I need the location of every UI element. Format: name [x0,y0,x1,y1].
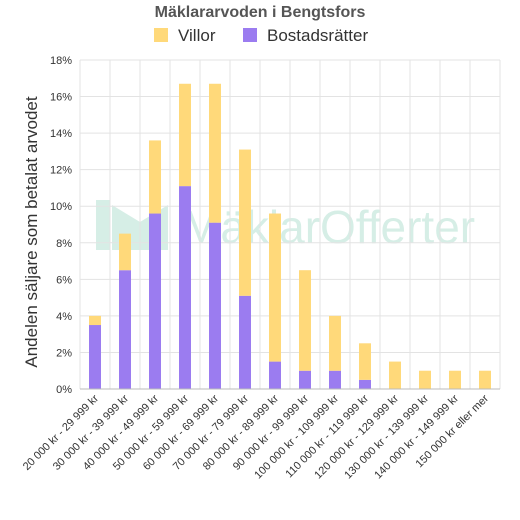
bar-bostadsr-tter[interactable] [359,379,371,389]
y-tick-label: 16% [50,92,72,104]
y-tick-label: 14% [50,128,72,140]
bar-bostadsr-tter[interactable] [299,370,311,389]
y-tick-label: 2% [56,347,72,359]
bar-bostadsr-tter[interactable] [119,270,131,389]
bar-bostadsr-tter[interactable] [329,370,341,389]
bars [89,83,491,389]
bar-villor[interactable] [119,233,131,271]
legend-label-villor: Villor [178,26,216,45]
bar-villor[interactable] [419,370,431,389]
y-tick-label: 4% [56,311,72,323]
y-tick-label: 8% [56,238,72,250]
bar-villor[interactable] [329,315,341,371]
legend-swatch-bostadsratter [243,28,257,42]
bar-villor[interactable] [89,315,101,326]
watermark-text: MäklarOfferter [182,201,475,253]
y-axis-ticks: 0% 2% 4% 6% 8% 10% 12% 14% 16% 18% [50,55,72,396]
bar-villor[interactable] [389,361,401,389]
bar-villor[interactable] [239,149,251,296]
bar-villor[interactable] [479,370,491,389]
bar-villor[interactable] [449,370,461,389]
bar-bostadsr-tter[interactable] [209,222,221,389]
bar-bostadsr-tter[interactable] [179,186,191,389]
bar-villor[interactable] [209,83,221,223]
bar-villor[interactable] [269,213,281,362]
y-axis-label: Andelen säljare som betalat arvodet [22,96,41,367]
bar-villor[interactable] [299,270,311,371]
y-tick-label: 6% [56,274,72,286]
bar-villor[interactable] [149,140,161,214]
bar-bostadsr-tter[interactable] [149,213,161,389]
legend: Villor Bostadsrätter [154,26,368,45]
legend-item-villor[interactable]: Villor [154,26,216,45]
bar-bostadsr-tter[interactable] [269,361,281,389]
y-tick-label: 18% [50,55,72,67]
legend-item-bostadsratter[interactable]: Bostadsrätter [243,26,368,45]
bar-villor[interactable] [359,343,371,380]
watermark-logo-left [96,200,110,250]
chart-title: Mäklararvoden i Bengtsfors [155,4,366,21]
legend-swatch-villor [154,28,168,42]
y-tick-label: 0% [56,384,72,396]
watermark: MäklarOfferter [96,200,475,253]
bar-villor[interactable] [179,83,191,187]
legend-label-bostadsratter: Bostadsrätter [267,26,368,45]
bar-bostadsr-tter[interactable] [239,295,251,389]
y-tick-label: 10% [50,201,72,213]
bar-bostadsr-tter[interactable] [89,325,101,389]
y-tick-label: 12% [50,165,72,177]
